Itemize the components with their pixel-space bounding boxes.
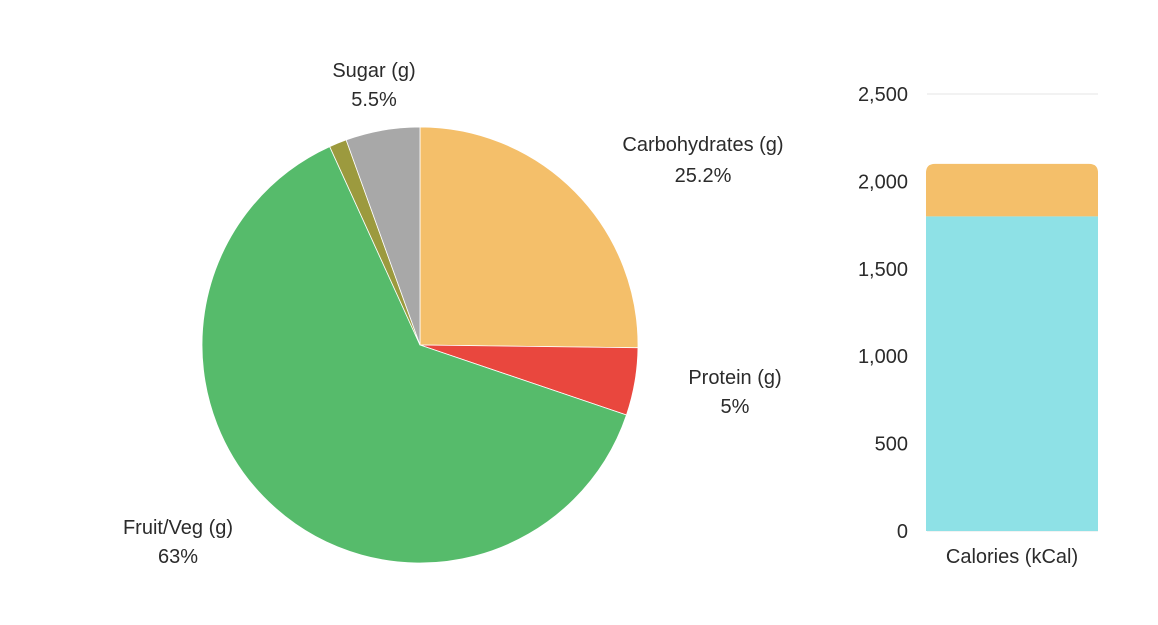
- y-tick-label-4: 2,000: [858, 171, 908, 193]
- pie-label-name-5: Sugar (g): [332, 60, 415, 82]
- pie-label-value-5: 5.5%: [351, 89, 397, 111]
- pie-slice-5: [345, 126, 421, 346]
- pie-label-name-2: Protein (g): [688, 367, 781, 389]
- pie-labels: Carbohydrates (g) 25.2% Protein (g) 5% Fruit…: [123, 60, 784, 568]
- y-tick-label-1: 500: [875, 434, 908, 456]
- pie-chart: [201, 126, 639, 564]
- y-tick-label-0: 0: [897, 521, 908, 543]
- pie-slice-3: [201, 146, 627, 564]
- x-category-label: Calories (kCal): [946, 546, 1078, 568]
- y-tick-label-2: 1,000: [858, 346, 908, 368]
- pie-label-name-1: Carbohydrates (g): [622, 134, 783, 156]
- pie-label-name-3: Fruit/Veg (g): [123, 517, 233, 539]
- pie-label-value-3: 63%: [158, 546, 198, 568]
- bar-chart: 0 500 1,000 1,500 2,000 2,500 Calories (kCal): [858, 84, 1098, 568]
- bar-segment-2: [926, 163, 1098, 217]
- bar-segment-1: [926, 216, 1098, 532]
- y-tick-label-3: 1,500: [858, 259, 908, 281]
- pie-label-value-1: 25.2%: [675, 165, 732, 187]
- y-tick-label-5: 2,500: [858, 84, 908, 106]
- pie-label-value-2: 5%: [721, 396, 750, 418]
- pie-slice-1: [419, 126, 639, 349]
